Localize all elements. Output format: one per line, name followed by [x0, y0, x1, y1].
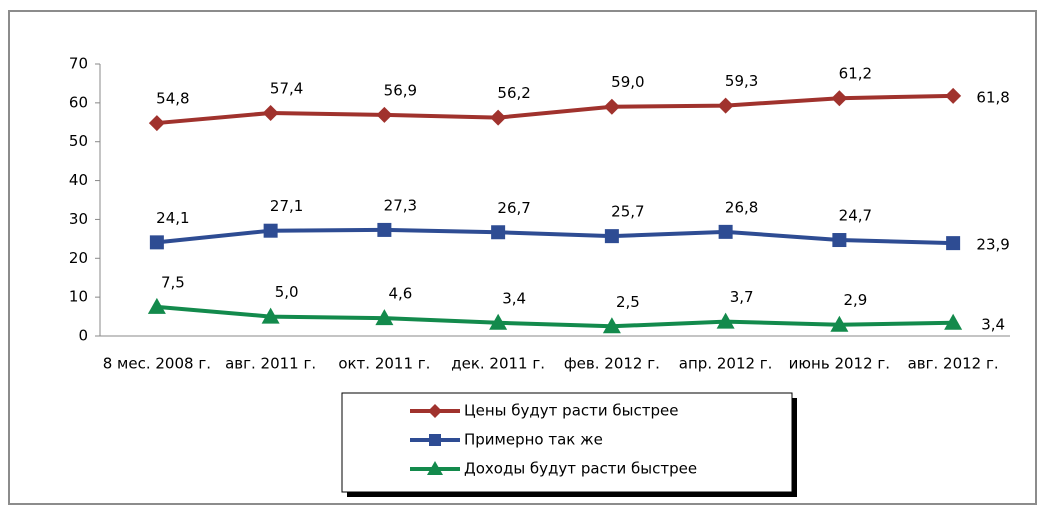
data-label: 26,7: [497, 199, 530, 217]
x-tick-label: авг. 2011 г.: [225, 355, 316, 373]
data-label: 27,1: [270, 197, 303, 215]
y-tick-label: 10: [69, 288, 88, 306]
data-point: [376, 106, 393, 123]
data-label: 24,7: [839, 207, 872, 225]
y-tick-label: 0: [78, 327, 88, 345]
data-point: [149, 235, 164, 250]
series-line: [156, 304, 954, 329]
data-point: [716, 312, 735, 329]
data-point: [490, 109, 507, 126]
data-label: 56,2: [497, 84, 530, 102]
data-point: [944, 313, 963, 330]
y-tick-label: 70: [69, 55, 88, 73]
x-tick-label: фев. 2012 г.: [564, 355, 660, 373]
data-label: 26,8: [725, 198, 758, 216]
data-point: [945, 87, 962, 104]
legend-label: Доходы будут расти быстрее: [464, 460, 697, 478]
data-point: [603, 98, 620, 115]
x-tick-label: окт. 2011 г.: [338, 355, 430, 373]
data-label: 61,2: [839, 65, 872, 83]
y-tick-label: 40: [69, 171, 88, 189]
data-label: 59,3: [725, 72, 758, 90]
x-tick-label: июнь 2012 г.: [789, 355, 890, 373]
data-label: 61,8: [976, 88, 1009, 106]
data-point: [604, 229, 619, 244]
data-label: 59,0: [611, 73, 644, 91]
series-line: [156, 93, 954, 126]
data-label: 27,3: [384, 196, 417, 214]
data-point: [831, 90, 848, 107]
data-label: 3,7: [730, 288, 754, 306]
y-tick-label: 60: [69, 93, 88, 111]
data-point: [832, 233, 847, 248]
data-label: 2,5: [616, 293, 640, 311]
data-point: [147, 297, 166, 314]
legend-label: Примерно так же: [464, 431, 603, 449]
x-tick-label: авг. 2012 г.: [908, 355, 999, 373]
data-point: [946, 236, 961, 251]
data-point: [718, 224, 733, 239]
data-label: 57,4: [270, 79, 303, 97]
data-label: 3,4: [502, 289, 526, 307]
legend-label: Цены будут расти быстрее: [464, 402, 678, 420]
data-label: 24,1: [156, 209, 189, 227]
data-label: 7,5: [161, 273, 185, 291]
legend-marker: [427, 461, 443, 475]
data-point: [263, 223, 278, 238]
data-point: [262, 104, 279, 121]
data-point: [491, 225, 506, 240]
data-point: [489, 313, 508, 330]
data-label: 5,0: [275, 283, 299, 301]
series-line: [156, 227, 954, 246]
data-label: 4,6: [388, 285, 412, 303]
data-point: [375, 309, 394, 326]
data-label: 2,9: [843, 291, 867, 309]
legend-marker: [429, 434, 441, 446]
data-point: [148, 115, 165, 132]
y-tick-label: 20: [69, 249, 88, 267]
y-tick-label: 30: [69, 210, 88, 228]
x-tick-label: 8 мес. 2008 г.: [103, 355, 211, 373]
data-label: 23,9: [976, 236, 1009, 254]
data-point: [602, 317, 621, 334]
data-label: 56,9: [384, 81, 417, 99]
data-label: 3,4: [981, 315, 1005, 333]
data-label: 54,8: [156, 90, 189, 108]
x-tick-label: дек. 2011 г.: [451, 355, 545, 373]
data-point: [261, 307, 280, 324]
data-point: [377, 222, 392, 237]
data-label: 25,7: [611, 203, 644, 221]
x-tick-label: апр. 2012 г.: [679, 355, 773, 373]
data-point: [717, 97, 734, 114]
legend-marker: [428, 404, 442, 418]
y-tick-label: 50: [69, 132, 88, 150]
data-point: [830, 315, 849, 332]
